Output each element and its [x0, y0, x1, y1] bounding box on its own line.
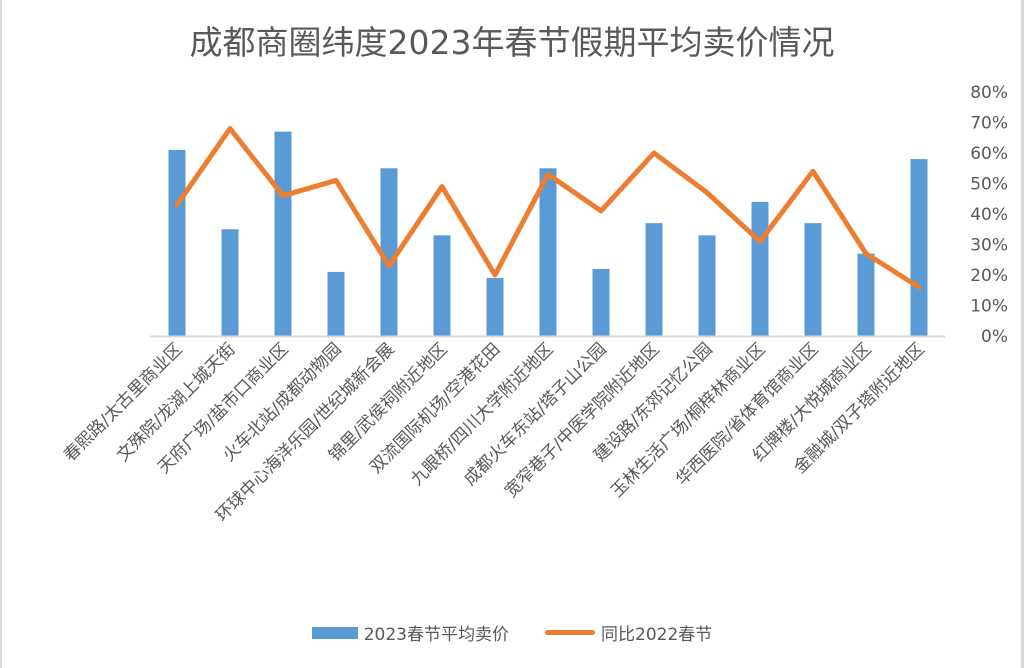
line-swatch-icon — [545, 630, 595, 635]
legend-bar-label: 2023春节平均卖价 — [363, 625, 509, 645]
bar — [592, 268, 610, 336]
bar — [698, 235, 716, 336]
y-tick-label: 20% — [970, 266, 1008, 286]
bar-series — [168, 131, 928, 336]
y-tick-label: 60% — [970, 144, 1008, 164]
legend: 2023春节平均卖价 同比2022春节 — [0, 620, 1024, 645]
x-axis-labels: 春熙路/太古里商业区文殊院/龙湖上城天街天府广场/盐市口商业区火车北站/成都动物… — [60, 339, 928, 525]
y-tick-label: 30% — [970, 236, 1008, 256]
bar-swatch-icon — [311, 626, 358, 639]
legend-line-label: 同比2022春节 — [601, 625, 713, 645]
bar — [539, 168, 557, 336]
bar — [486, 278, 504, 336]
bar — [380, 168, 398, 336]
bar — [274, 131, 292, 336]
line-series — [174, 126, 922, 290]
y-tick-label: 50% — [970, 175, 1008, 195]
y-tick-label: 0% — [981, 327, 1008, 347]
legend-item-line[interactable]: 同比2022春节 — [545, 620, 712, 645]
bar — [910, 159, 928, 336]
bar — [433, 235, 451, 336]
y-axis-ticks: 0% 10% 20% 30% 40% 50% 60% 70% 80% — [970, 83, 1008, 347]
bar — [168, 149, 186, 336]
bar — [327, 271, 345, 336]
bar — [221, 229, 239, 336]
bar — [804, 223, 822, 336]
y-tick-label: 10% — [970, 297, 1008, 317]
y-tick-label: 40% — [970, 205, 1008, 225]
bar — [857, 253, 875, 336]
legend-item-bar[interactable]: 2023春节平均卖价 — [311, 620, 509, 645]
y-tick-label: 80% — [970, 83, 1008, 103]
bar — [751, 201, 769, 336]
chart-title: 成都商圈纬度2023年春节假期平均卖价情况 — [189, 23, 835, 62]
bar — [645, 223, 663, 336]
y-tick-label: 70% — [970, 114, 1008, 134]
